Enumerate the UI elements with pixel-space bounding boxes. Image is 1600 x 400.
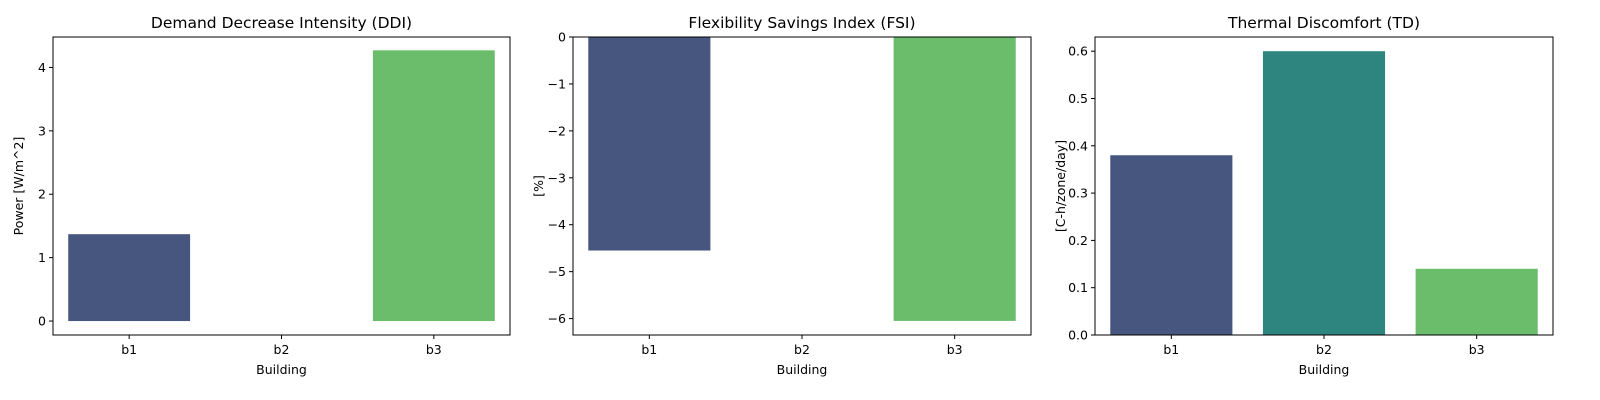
y-tick-label: −4 bbox=[548, 217, 566, 232]
y-axis-label: [%] bbox=[531, 175, 546, 197]
chart-title: Flexibility Savings Index (FSI) bbox=[688, 14, 915, 32]
x-axis-label: Building bbox=[256, 362, 307, 377]
x-tick-label: b1 bbox=[1163, 342, 1179, 357]
y-tick-label: 1 bbox=[38, 250, 46, 265]
y-tick-label: −5 bbox=[548, 264, 566, 279]
x-tick-label: b1 bbox=[121, 342, 137, 357]
bar-b3 bbox=[893, 37, 1016, 321]
y-tick-label: −1 bbox=[548, 76, 566, 91]
bar-b1 bbox=[1110, 155, 1233, 335]
bar-b1 bbox=[68, 234, 191, 322]
y-tick-label: −6 bbox=[548, 311, 566, 326]
bar-b3 bbox=[372, 50, 495, 322]
y-tick-label: 3 bbox=[38, 123, 46, 138]
y-tick-label: −2 bbox=[548, 123, 566, 138]
x-tick-label: b2 bbox=[1316, 342, 1332, 357]
chart-panel-2: b1 b2 b3 0 −1 −2 −3 −4 −5 −6 Flexibility Savings I… bbox=[531, 14, 1032, 377]
bar-b1 bbox=[588, 37, 711, 251]
x-tick-label: b3 bbox=[947, 342, 963, 357]
x-tick-label: b2 bbox=[274, 342, 290, 357]
x-tick-label: b2 bbox=[794, 342, 810, 357]
y-tick-label: 0.5 bbox=[1068, 91, 1088, 106]
bar-b2 bbox=[1262, 51, 1386, 335]
y-tick-label: 0.0 bbox=[1068, 328, 1088, 343]
y-axis-label: Power [W/m^2] bbox=[11, 137, 26, 236]
bar-b3 bbox=[1415, 268, 1538, 335]
x-tick-label: b3 bbox=[426, 342, 442, 357]
y-tick-label: 0.3 bbox=[1068, 186, 1088, 201]
y-tick-label: 4 bbox=[38, 60, 46, 75]
chart-panel-1: b1 b2 b3 0 1 2 3 4 Demand Decrease Intensity (DD… bbox=[11, 14, 511, 377]
y-tick-label: 0.1 bbox=[1068, 280, 1088, 295]
y-tick-label: 0.4 bbox=[1068, 138, 1088, 153]
x-tick-label: b1 bbox=[641, 342, 657, 357]
y-axis-label: [C-h/zone/day] bbox=[1053, 140, 1068, 232]
x-tick-label: b3 bbox=[1469, 342, 1485, 357]
y-tick-label: 0.2 bbox=[1068, 233, 1088, 248]
y-tick-label: 0 bbox=[558, 30, 566, 45]
chart-title: Demand Decrease Intensity (DDI) bbox=[151, 14, 412, 32]
y-tick-label: 2 bbox=[38, 187, 46, 202]
chart-title: Thermal Discomfort (TD) bbox=[1227, 14, 1420, 32]
y-tick-label: −3 bbox=[548, 170, 566, 185]
x-axis-label: Building bbox=[777, 362, 828, 377]
chart-panel-3: b1 b2 b3 0.0 0.1 0.2 0.3 0.4 0.5 0.6 Thermal Disco… bbox=[1053, 14, 1554, 377]
x-axis-label: Building bbox=[1299, 362, 1350, 377]
y-tick-label: 0 bbox=[38, 314, 46, 329]
y-tick-label: 0.6 bbox=[1068, 44, 1088, 59]
